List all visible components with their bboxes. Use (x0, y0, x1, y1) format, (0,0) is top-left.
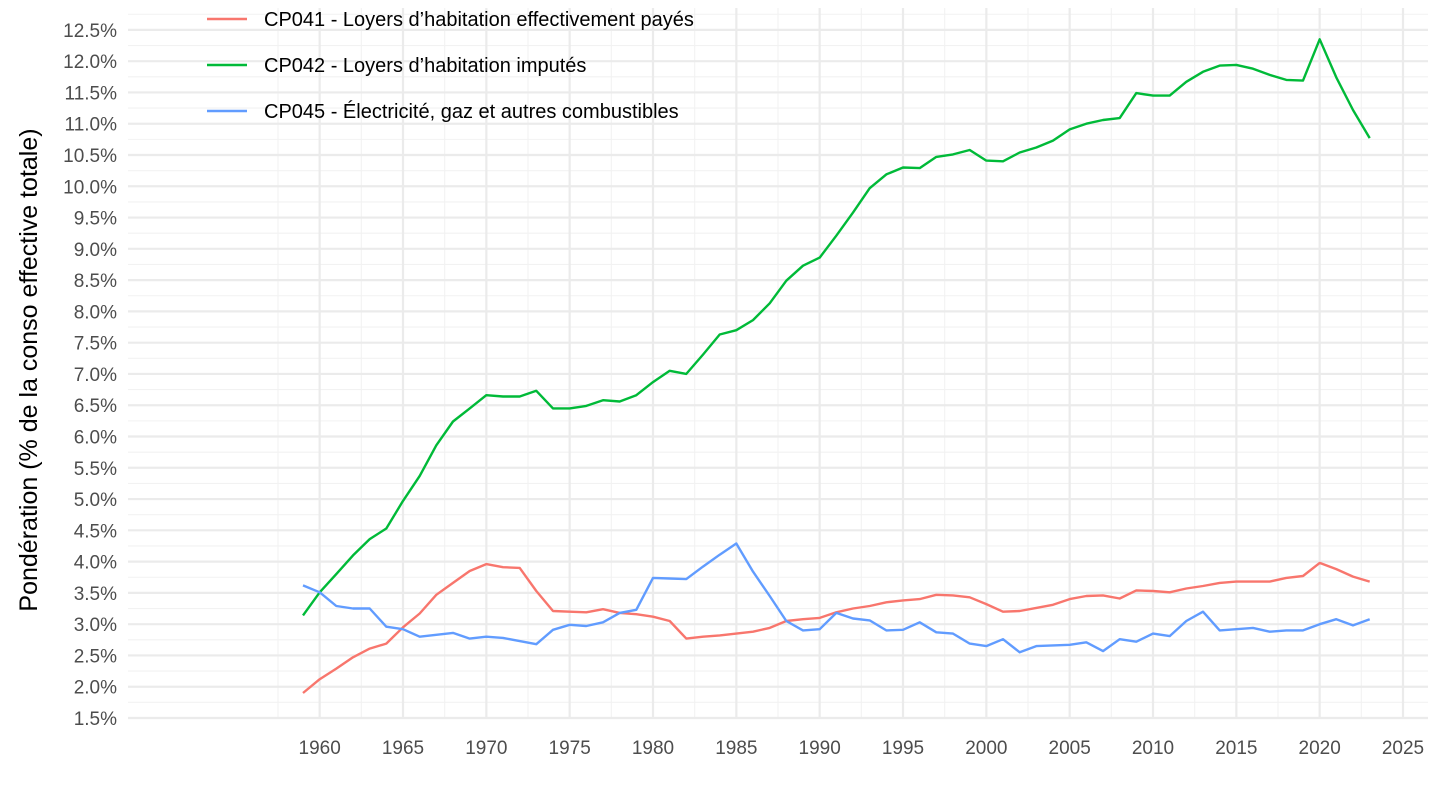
legend-label: CP041 - Loyers d’habitation effectivemen… (264, 9, 694, 31)
y-tick-label: 5.0% (74, 490, 117, 511)
y-tick-label: 2.5% (74, 646, 117, 667)
x-tick-label: 2025 (1382, 738, 1424, 759)
series-line (302, 542, 1371, 654)
x-tick-label: 2010 (1132, 738, 1174, 759)
legend-item: CP042 - Loyers d’habitation imputés (207, 55, 586, 77)
legend-item: CP045 - Électricité, gaz et autres combu… (207, 100, 679, 123)
x-tick-label: 1970 (465, 738, 507, 759)
y-tick-label: 10.5% (63, 146, 117, 167)
y-tick-label: 7.5% (74, 334, 117, 355)
y-tick-label: 3.5% (74, 584, 117, 605)
series-line (302, 38, 1371, 617)
x-tick-label: 2005 (1049, 738, 1091, 759)
y-tick-label: 1.5% (74, 709, 117, 730)
y-tick-label: 11.5% (65, 83, 118, 104)
x-tick-label: 1975 (549, 738, 591, 759)
y-axis-tick-labels: 1.5% 2.0% 2.5% 3.0% 3.5% 4.0% 4.5% 5.0% 5.5% 6.0%… (63, 21, 117, 730)
x-tick-label: 1965 (382, 738, 424, 759)
y-tick-label: 6.0% (74, 428, 117, 449)
y-axis-title: Pondération (% de la conso effective tot… (15, 128, 43, 611)
x-tick-label: 1995 (882, 738, 924, 759)
y-tick-label: 7.0% (74, 365, 117, 386)
y-tick-label: 9.5% (74, 209, 117, 230)
x-tick-label: 2015 (1215, 738, 1257, 759)
y-tick-label: 4.5% (74, 521, 117, 542)
x-tick-label: 1980 (632, 738, 674, 759)
y-tick-label: 5.5% (74, 459, 117, 480)
y-tick-label: 8.0% (74, 302, 117, 323)
y-tick-label: 2.0% (74, 678, 117, 699)
legend-item: CP041 - Loyers d’habitation effectivemen… (207, 9, 694, 31)
x-tick-label: 1985 (715, 738, 757, 759)
y-tick-label: 4.0% (74, 553, 117, 574)
legend-label: CP045 - Électricité, gaz et autres combu… (264, 100, 679, 123)
legend: CP041 - Loyers d’habitation effectivemen… (207, 9, 694, 123)
y-tick-label: 12.0% (63, 52, 117, 73)
x-tick-label: 1960 (299, 738, 341, 759)
x-tick-label: 2020 (1299, 738, 1341, 759)
legend-label: CP042 - Loyers d’habitation imputés (264, 55, 586, 77)
y-tick-label: 9.0% (74, 240, 117, 261)
y-tick-label: 12.5% (63, 21, 117, 42)
x-axis-tick-labels: 1960 1965 1970 1975 1980 1985 1990 1995 2000 2005… (299, 738, 1425, 759)
x-tick-label: 1990 (799, 738, 841, 759)
x-tick-label: 2000 (965, 738, 1007, 759)
y-tick-label: 8.5% (74, 271, 117, 292)
series-lines (302, 38, 1371, 694)
y-tick-label: 6.5% (74, 396, 117, 417)
y-tick-label: 3.0% (74, 615, 117, 636)
y-tick-label: 10.0% (63, 177, 117, 198)
y-tick-label: 11.0% (65, 115, 118, 136)
series-line (302, 561, 1371, 694)
